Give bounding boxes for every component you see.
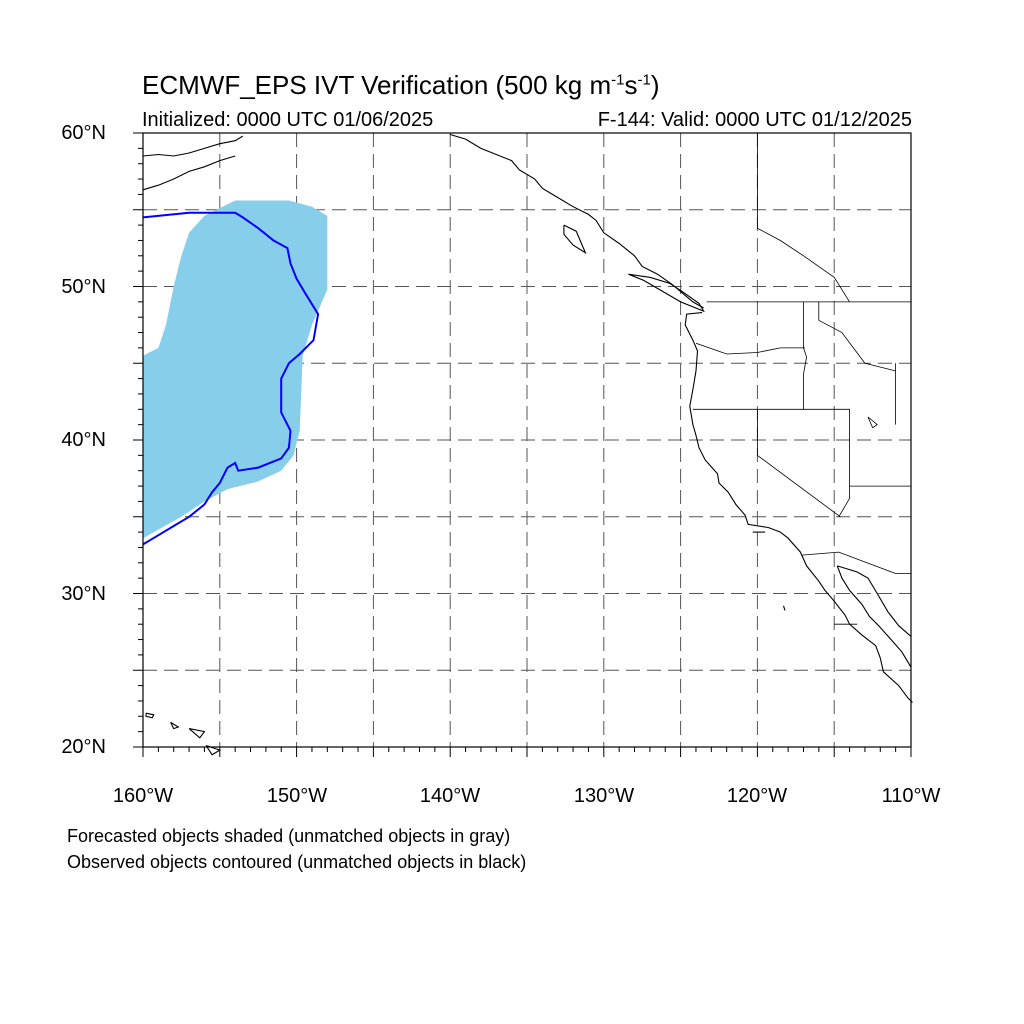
coastline-hawaii-2 bbox=[170, 721, 180, 730]
forecast-note: Forecasted objects shaded (unmatched obj… bbox=[67, 826, 511, 846]
coastline-mainland-mexico bbox=[837, 565, 912, 637]
forecast-object-shading bbox=[143, 200, 328, 539]
observed-object-layer bbox=[142, 211, 320, 546]
title-exp-2: -1 bbox=[637, 71, 651, 89]
coastline-layer bbox=[142, 133, 913, 756]
coastline-us-west-coast bbox=[684, 312, 913, 703]
chart-title: ECMWF_EPS IVT Verification (500 kg m-1s-… bbox=[142, 70, 659, 101]
coastline-alaska-peninsula bbox=[142, 155, 236, 191]
title-mid: s bbox=[624, 70, 638, 100]
lat-label-30: 30°N bbox=[61, 583, 106, 605]
border-bc-alberta bbox=[757, 133, 850, 303]
coastline-gulf-of-california bbox=[836, 565, 912, 668]
coastline-vancouver-island bbox=[628, 273, 705, 313]
observed-object-contour bbox=[142, 211, 320, 546]
coastline-alaska-south bbox=[142, 135, 244, 157]
lon-label-160w: 160°W bbox=[112, 785, 174, 807]
lat-label-60: 60°N bbox=[61, 122, 106, 144]
title-exp-1: -1 bbox=[611, 71, 625, 89]
observed-note: Observed objects contoured (unmatched ob… bbox=[67, 852, 527, 872]
border-nevada-arizona bbox=[838, 409, 850, 518]
lon-label-110w: 110°W bbox=[881, 785, 941, 807]
lon-label-120w: 120°W bbox=[726, 785, 788, 807]
lon-label-150w: 150°W bbox=[266, 785, 328, 807]
valid-label: F-144: Valid: 0000 UTC 01/12/2025 bbox=[597, 109, 912, 131]
title-end: ) bbox=[650, 70, 660, 100]
border-great-salt-lake bbox=[867, 416, 878, 429]
border-idaho-west bbox=[803, 301, 808, 410]
border-montana-idaho bbox=[818, 301, 896, 372]
lat-label-40: 40°N bbox=[61, 429, 106, 451]
map-frame bbox=[142, 132, 912, 748]
coastline-guadalupe-island bbox=[782, 605, 786, 611]
lat-label-50: 50°N bbox=[61, 276, 106, 298]
border-us-mexico bbox=[801, 551, 911, 574]
lon-label-140w: 140°W bbox=[419, 785, 481, 807]
coastline-haida-gwaii bbox=[563, 224, 587, 255]
lat-label-20: 20°N bbox=[61, 736, 106, 758]
axis-ticks bbox=[133, 132, 912, 757]
coastline-hawaii-4 bbox=[205, 744, 222, 756]
coastline-hawaii-3 bbox=[188, 728, 206, 739]
forecast-object-layer bbox=[143, 200, 328, 539]
title-main: ECMWF_EPS IVT Verification (500 kg m bbox=[142, 70, 612, 100]
coastline-gulf-of-alaska bbox=[450, 133, 704, 309]
border-california-nevada bbox=[757, 409, 841, 518]
initialized-label: Initialized: 0000 UTC 01/06/2025 bbox=[142, 109, 434, 131]
lon-label-130w: 130°W bbox=[573, 785, 635, 807]
coastline-hawaii-1 bbox=[145, 712, 155, 719]
border-washington-oregon bbox=[695, 342, 805, 355]
